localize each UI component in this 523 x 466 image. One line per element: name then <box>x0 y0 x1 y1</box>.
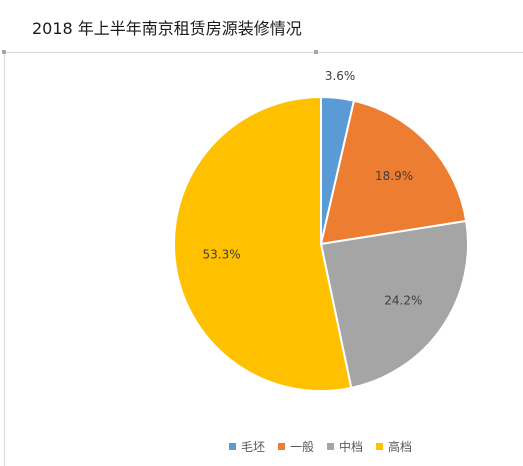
legend-item-1[interactable]: 毛坯 <box>229 438 265 455</box>
pie-slice-2[interactable] <box>320 99 468 245</box>
pie-slice-3[interactable] <box>320 220 469 389</box>
legend-item-4[interactable]: 高档 <box>376 438 412 455</box>
chart-title: 2018 年上半年南京租赁房源装修情况 <box>32 19 302 38</box>
legend-item-3[interactable]: 中档 <box>327 438 363 455</box>
data-label-4: 53.3% <box>203 247 241 261</box>
legend-label: 一般 <box>290 439 315 454</box>
data-label-2: 18.9% <box>375 169 413 183</box>
legend-label: 高档 <box>388 439 413 454</box>
chart-legend: 毛坯 一般 中档 高档 <box>229 437 425 455</box>
resize-handle-top[interactable] <box>314 50 318 54</box>
legend-swatch <box>229 442 236 450</box>
legend-swatch <box>376 442 384 450</box>
legend-label: 毛坯 <box>241 439 266 454</box>
legend-item-2[interactable]: 一般 <box>278 438 314 455</box>
plot-area-frame <box>4 52 523 466</box>
pie-slice-4[interactable] <box>172 96 353 392</box>
legend-swatch <box>327 442 335 450</box>
data-label-1: 3.6% <box>325 69 356 83</box>
legend-label: 中档 <box>339 439 364 454</box>
resize-handle-left[interactable] <box>2 50 6 54</box>
legend-swatch <box>278 442 286 450</box>
data-label-3: 24.2% <box>384 294 422 308</box>
